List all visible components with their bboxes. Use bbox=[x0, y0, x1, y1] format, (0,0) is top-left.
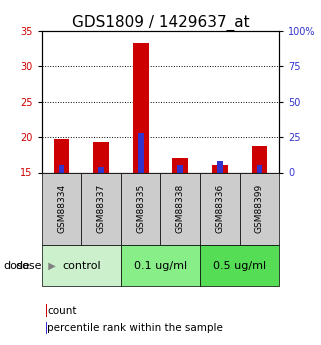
Bar bbox=[172, 158, 188, 172]
Bar bbox=[212, 166, 228, 172]
Bar bbox=[81, 172, 121, 245]
Text: GSM88399: GSM88399 bbox=[255, 184, 264, 233]
Text: dose: dose bbox=[15, 261, 42, 270]
Text: control: control bbox=[62, 261, 100, 270]
Bar bbox=[42, 245, 121, 286]
Bar bbox=[200, 245, 279, 286]
Text: dose: dose bbox=[3, 261, 30, 270]
Text: 0.5 ug/ml: 0.5 ug/ml bbox=[213, 261, 266, 270]
Text: GSM88334: GSM88334 bbox=[57, 184, 66, 233]
Text: 0.1 ug/ml: 0.1 ug/ml bbox=[134, 261, 187, 270]
Bar bbox=[46, 304, 47, 317]
Title: GDS1809 / 1429637_at: GDS1809 / 1429637_at bbox=[72, 15, 249, 31]
Text: ▶: ▶ bbox=[42, 261, 56, 270]
Bar bbox=[121, 245, 200, 286]
Bar bbox=[200, 172, 240, 245]
Bar bbox=[46, 322, 47, 334]
Text: GSM88338: GSM88338 bbox=[176, 184, 185, 233]
Bar bbox=[98, 167, 104, 172]
Bar bbox=[133, 43, 149, 172]
Text: percentile rank within the sample: percentile rank within the sample bbox=[47, 323, 223, 333]
Bar bbox=[256, 166, 263, 172]
Text: GSM88335: GSM88335 bbox=[136, 184, 145, 233]
Bar bbox=[240, 172, 279, 245]
Text: GSM88337: GSM88337 bbox=[97, 184, 106, 233]
Bar bbox=[93, 142, 109, 172]
Bar bbox=[160, 172, 200, 245]
Bar bbox=[177, 166, 183, 172]
Text: GSM88336: GSM88336 bbox=[215, 184, 224, 233]
Bar bbox=[138, 133, 144, 172]
Bar bbox=[54, 139, 69, 172]
Bar bbox=[217, 161, 223, 172]
Bar bbox=[252, 146, 267, 172]
Bar bbox=[42, 172, 81, 245]
Bar bbox=[121, 172, 160, 245]
Text: count: count bbox=[47, 306, 77, 315]
Bar bbox=[58, 166, 65, 172]
